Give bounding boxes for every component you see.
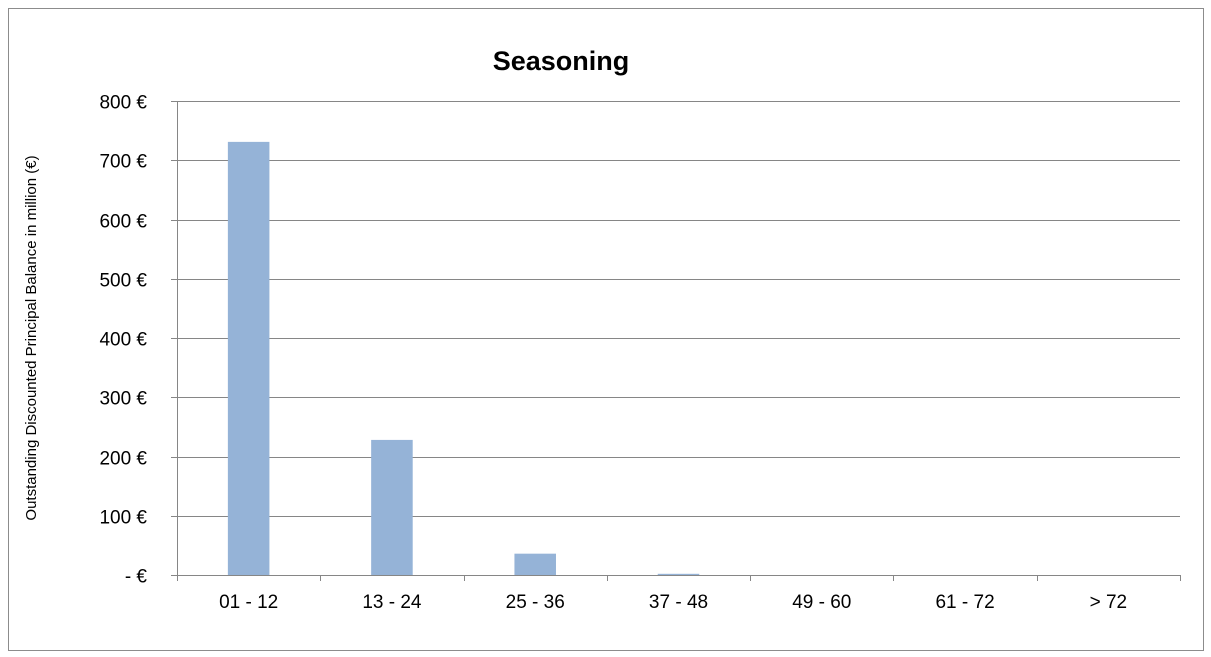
y-tick-label: 800 € — [99, 93, 147, 114]
chart-frame — [8, 8, 1204, 651]
y-tick-label: 700 € — [99, 152, 147, 173]
x-tick-label: 61 - 72 — [935, 592, 994, 613]
bars — [227, 141, 700, 575]
y-tick-label: 600 € — [99, 212, 147, 233]
y-tick-label: 200 € — [99, 449, 147, 470]
x-tick-labels: 01 - 12 13 - 24 25 - 36 37 - 48 49 - 60 61 - … — [219, 592, 1127, 613]
bar — [227, 141, 270, 575]
y-tick-labels: - € 100 € 200 € 300 € 400 € 500 € 600 € 700 € 80… — [99, 93, 147, 588]
gridlines — [177, 101, 1180, 517]
bar — [514, 553, 556, 575]
axes — [171, 101, 1181, 581]
y-tick-label: 400 € — [99, 330, 147, 351]
y-axis-label: Outstanding Discounted Principal Balance… — [23, 155, 40, 520]
x-tick-label: 25 - 36 — [506, 592, 565, 613]
chart-title: Seasoning — [493, 46, 630, 76]
y-tick-label: 100 € — [99, 508, 147, 529]
bar — [657, 573, 700, 575]
bar — [371, 439, 413, 575]
y-tick-label: - € — [125, 567, 148, 588]
x-tick-label: 01 - 12 — [219, 592, 278, 613]
y-tick-label: 300 € — [99, 389, 147, 410]
x-tick-label: > 72 — [1090, 592, 1128, 613]
x-tick-label: 37 - 48 — [649, 592, 708, 613]
y-tick-label: 500 € — [99, 271, 147, 292]
x-tick-label: 49 - 60 — [792, 592, 851, 613]
x-tick-label: 13 - 24 — [362, 592, 422, 613]
